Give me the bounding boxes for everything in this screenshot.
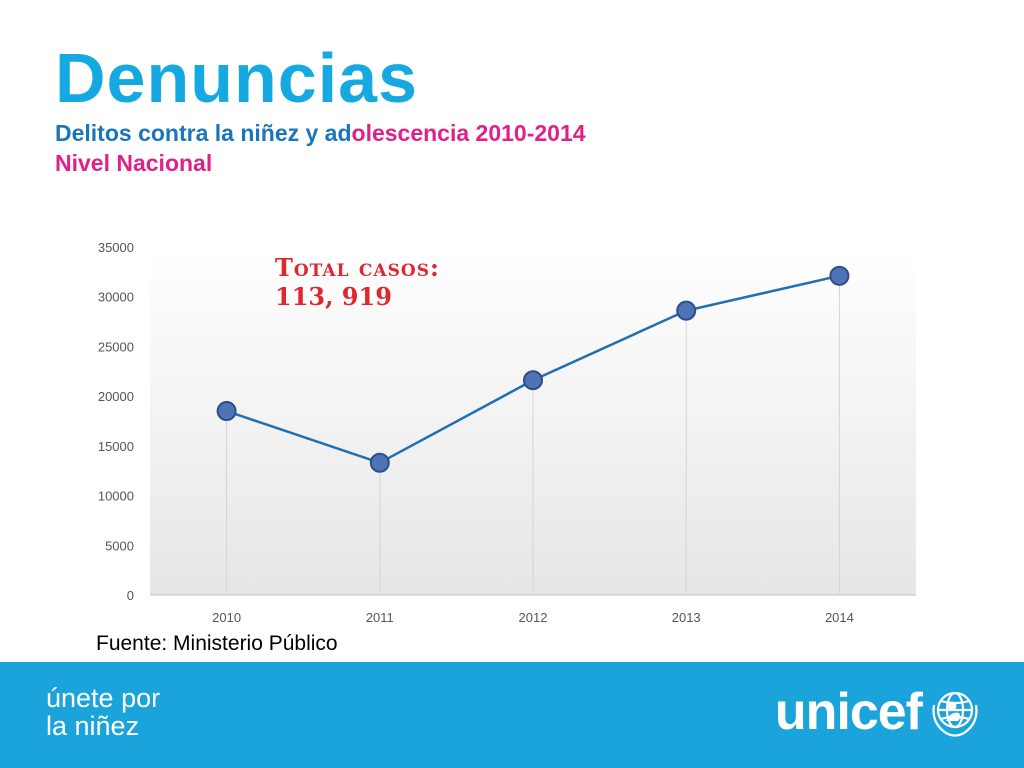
y-tick-label: 0: [127, 588, 134, 603]
source-note: Fuente: Ministerio Público: [96, 632, 338, 655]
y-tick-label: 15000: [98, 439, 134, 454]
data-point: [523, 370, 543, 391]
unicef-wordmark: unicef: [774, 683, 923, 741]
x-tick-label: 2014: [825, 610, 854, 625]
x-tick-label: 2010: [212, 610, 241, 625]
data-point: [216, 401, 237, 422]
subtitle-part-blue: Delitos contra la niñez y ad: [55, 120, 352, 146]
y-tick-label: 35000: [98, 240, 134, 255]
unicef-emblem-icon: [932, 691, 978, 737]
slogan-line-1: únete por: [46, 683, 161, 713]
page-title: Denuncias: [55, 39, 418, 117]
subtitle-part-pink: olescencia 2010-2014: [351, 120, 586, 146]
y-tick-label: 20000: [98, 389, 134, 404]
subtitle-line-2: Nivel Nacional: [55, 150, 213, 176]
data-point: [676, 300, 697, 321]
footer-banner: únete por la niñez unicef: [0, 662, 1024, 768]
total-cases-value: 113, 919: [275, 282, 392, 311]
subtitle-line-1: Delitos contra la niñez y adolescencia 2…: [55, 118, 586, 148]
slogan-line-2: la niñez: [46, 711, 140, 741]
y-tick-label: 5000: [105, 538, 134, 553]
y-tick-label: 30000: [98, 290, 134, 305]
total-cases-annotation: Total casos: 113, 919: [275, 253, 440, 311]
x-tick-label: 2013: [672, 610, 701, 625]
x-tick-label: 2012: [519, 610, 548, 625]
y-tick-label: 10000: [98, 489, 134, 504]
line-chart: 0 5000 10000 15000 20000 25000 30000 35000 2010 2…: [0, 225, 1024, 635]
data-point: [829, 265, 850, 286]
total-cases-label: Total casos:: [275, 253, 440, 282]
data-point: [369, 452, 390, 473]
chart-svg: 0 5000 10000 15000 20000 25000 30000 35000 2010 2…: [98, 240, 916, 625]
unicef-logo: unicef: [775, 682, 984, 742]
x-tick-label: 2011: [366, 610, 394, 625]
y-tick-label: 25000: [98, 339, 134, 354]
slogan: únete por la niñez: [46, 684, 160, 740]
page-subtitle: Delitos contra la niñez y adolescencia 2…: [55, 118, 586, 178]
